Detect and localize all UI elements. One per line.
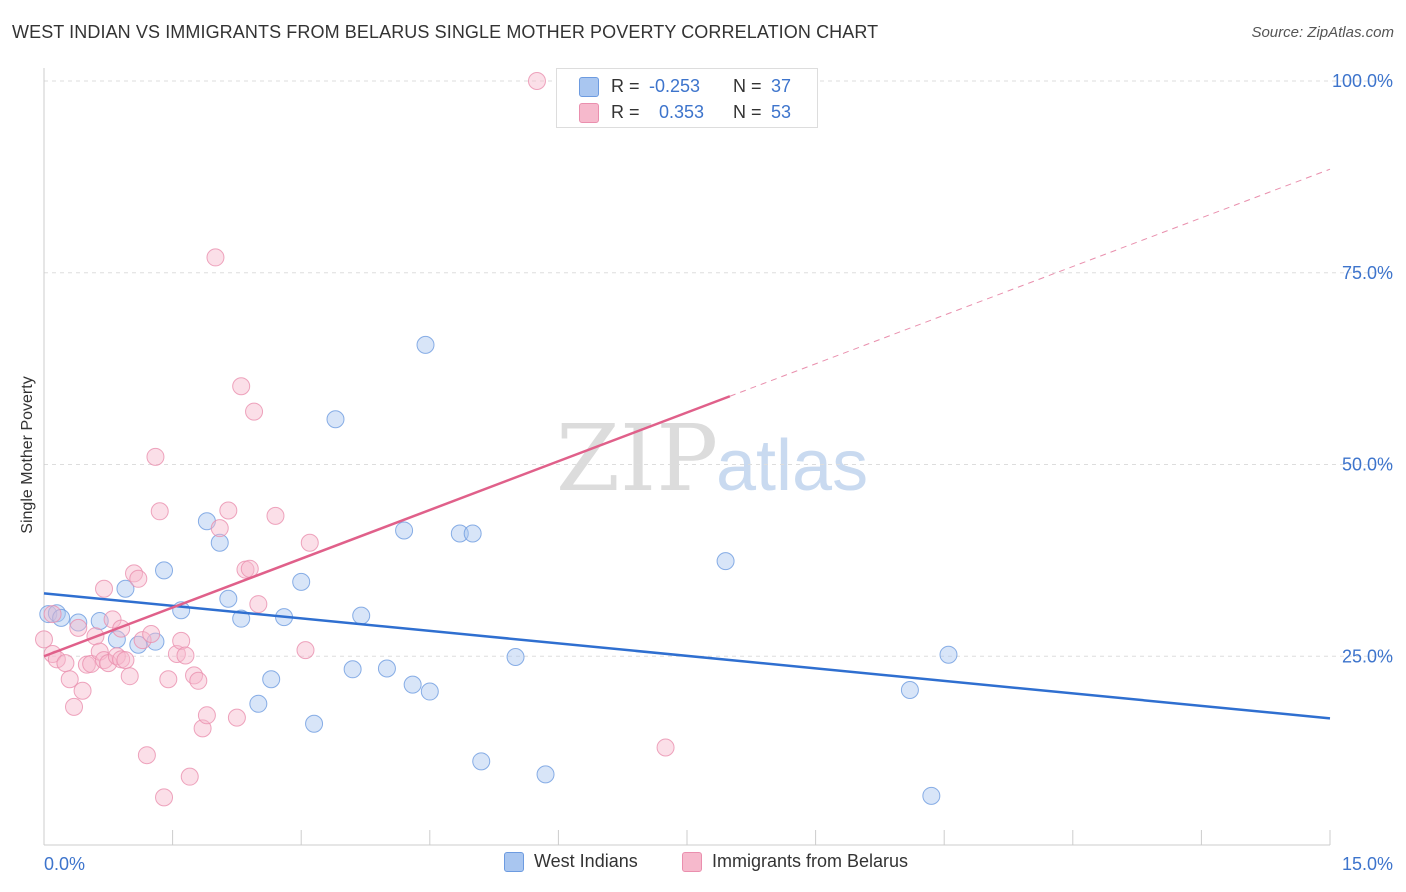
belarus-point — [206, 248, 225, 267]
belarus-point — [180, 767, 199, 786]
belarus-point — [176, 646, 195, 665]
west-indians-point — [395, 521, 414, 540]
belarus-point — [155, 788, 174, 807]
source-credit: Source: ZipAtlas.com — [1251, 24, 1394, 41]
west-indians-point — [420, 682, 439, 701]
belarus-legend-swatch — [682, 851, 702, 872]
west-indians-swatch — [579, 77, 599, 97]
belarus-point — [197, 706, 216, 725]
belarus-point — [300, 533, 319, 552]
belarus-point — [656, 738, 675, 757]
r-value: -0.253 — [649, 76, 701, 96]
west-indians-point — [52, 608, 71, 627]
legend-label: West Indians — [534, 851, 638, 871]
belarus-point — [43, 605, 62, 624]
west-indians-point — [472, 752, 491, 771]
west-indians-point — [219, 589, 238, 608]
watermark-zip: ZIP — [556, 405, 718, 512]
west-indians-point — [450, 524, 469, 543]
west-indians-point — [716, 552, 735, 571]
belarus-point — [232, 377, 251, 396]
belarus-trendline-extension — [729, 168, 1331, 397]
belarus-point — [249, 595, 268, 614]
west-indians-point — [352, 606, 371, 625]
belarus-point — [210, 519, 229, 538]
west-indians-point — [292, 572, 311, 591]
belarus-point — [219, 501, 238, 520]
legend-item-belarus[interactable]: Immigrants from Belarus — [682, 851, 908, 872]
west-indians-point — [326, 410, 345, 429]
west-indians-point — [155, 561, 174, 580]
y-tick-label: 25.0% — [1342, 646, 1393, 666]
belarus-point — [137, 746, 156, 765]
west-indians-point — [305, 714, 324, 733]
legend-item-west-indians[interactable]: West Indians — [504, 851, 638, 872]
belarus-point — [116, 651, 135, 670]
west-indians-point — [403, 675, 422, 694]
belarus-point — [95, 579, 114, 598]
west-indians-point — [210, 533, 229, 552]
stats-legend: R = -0.253 N = 37 R = 0.353 N = 53 — [556, 68, 818, 128]
west-indians-point — [536, 765, 555, 784]
west-indians-point — [262, 670, 281, 689]
west-indians-point — [69, 613, 88, 632]
n-value: 37 — [771, 76, 792, 96]
belarus-point — [150, 502, 169, 521]
west-indians-point — [416, 335, 435, 354]
belarus-point — [60, 670, 79, 689]
n-value: 53 — [771, 102, 792, 122]
n-label: N = — [733, 102, 762, 122]
belarus-point — [120, 667, 139, 686]
west-indians-trendline — [43, 592, 1331, 720]
west-indians-point — [343, 660, 362, 679]
belarus-point — [56, 654, 75, 673]
watermark-atlas: atlas — [716, 426, 868, 506]
y-tick-label: 100.0% — [1332, 71, 1393, 91]
legend-label: Immigrants from Belarus — [712, 851, 909, 871]
belarus-point — [527, 72, 546, 90]
belarus-swatch — [579, 103, 599, 123]
west-indians-point — [249, 694, 268, 713]
belarus-point — [129, 569, 148, 588]
belarus-trendline — [43, 395, 731, 658]
x-tick-label-min: 0.0% — [44, 854, 85, 874]
n-label: N = — [733, 76, 762, 96]
belarus-point — [172, 631, 191, 650]
belarus-point — [227, 708, 246, 727]
west-indians-point — [116, 579, 135, 598]
west-indians-point — [900, 680, 919, 699]
chart-title: WEST INDIAN VS IMMIGRANTS FROM BELARUS S… — [12, 22, 879, 42]
belarus-point — [296, 641, 315, 660]
belarus-point — [245, 402, 264, 421]
west-indians-point — [939, 645, 958, 664]
west-indians-point — [463, 524, 482, 543]
r-label: R = — [611, 76, 640, 96]
west-indians-point — [232, 609, 251, 628]
west-indians-point — [922, 786, 941, 805]
x-tick-label-max: 15.0% — [1342, 854, 1393, 874]
west-indians-point — [506, 648, 525, 667]
belarus-point — [69, 618, 88, 637]
y-tick-label: 75.0% — [1342, 263, 1393, 283]
belarus-point — [35, 630, 53, 649]
west-indians-point — [377, 659, 396, 678]
belarus-point — [266, 506, 285, 525]
belarus-point — [189, 671, 208, 690]
belarus-point — [73, 681, 92, 700]
r-value: 0.353 — [659, 102, 705, 122]
y-tick-label: 50.0% — [1342, 455, 1393, 475]
belarus-point — [159, 670, 178, 689]
bottom-legend: West Indians Immigrants from Belarus — [0, 851, 1406, 877]
belarus-point — [142, 625, 161, 644]
west-indians-legend-swatch — [504, 851, 524, 872]
belarus-point — [146, 447, 165, 466]
r-label: R = — [611, 102, 640, 122]
belarus-point — [65, 697, 84, 716]
